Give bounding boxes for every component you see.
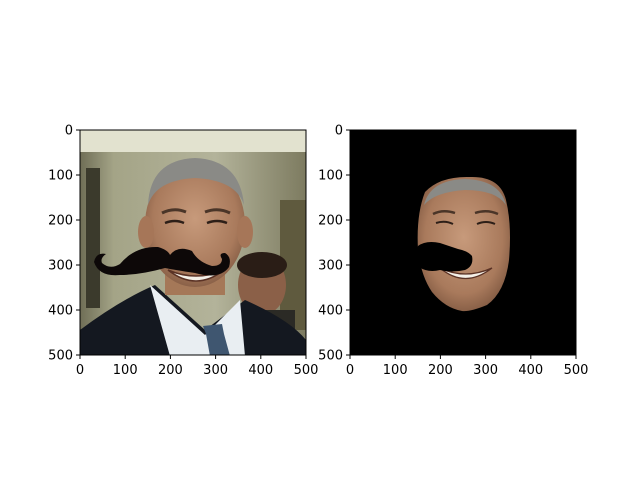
right-axes-frame xyxy=(349,129,577,356)
left-x-tick-label: 300 xyxy=(203,363,228,378)
right-y-tick-label: 0 xyxy=(335,124,343,139)
right-y-tick-label: 400 xyxy=(318,304,343,319)
segmented-mustache xyxy=(415,242,473,272)
left-x-tick-label: 400 xyxy=(248,363,273,378)
left-x-tick-label: 500 xyxy=(294,363,319,378)
eyes xyxy=(164,219,228,225)
right-x-tick-label: 400 xyxy=(518,363,543,378)
right-x-tick-label: 300 xyxy=(473,363,498,378)
right-y-tick-label: 500 xyxy=(318,349,343,364)
eyebrows xyxy=(161,208,231,215)
right-x-tick-label: 200 xyxy=(428,363,453,378)
right-y-tick-label: 300 xyxy=(318,259,343,274)
mustache-overlay xyxy=(94,246,230,276)
segmented-mouth xyxy=(439,267,493,280)
left-axes-frame xyxy=(79,129,307,356)
segmented-eyes xyxy=(435,220,496,225)
left-x-tick-label: 0 xyxy=(76,363,84,378)
left-x-tick-label: 200 xyxy=(158,363,183,378)
left-y-tick-label: 100 xyxy=(48,169,73,184)
right-ear xyxy=(237,216,253,248)
necktie xyxy=(203,324,230,355)
left-y-tick-label: 200 xyxy=(48,214,73,229)
right-x-tick-label: 0 xyxy=(346,363,354,378)
left-y-tick-label: 0 xyxy=(65,124,73,139)
hair xyxy=(148,158,244,205)
background-door-frame xyxy=(86,168,100,308)
right-y-tick-label: 200 xyxy=(318,214,343,229)
left-y-tick-label: 500 xyxy=(48,349,73,364)
background-wall-panel xyxy=(80,130,306,152)
right-y-tick-label: 100 xyxy=(318,169,343,184)
segmented-hair xyxy=(424,179,506,205)
segmented-eyebrows xyxy=(432,210,499,216)
right-x-tick-label: 500 xyxy=(564,363,589,378)
background-person-hair xyxy=(237,252,287,278)
left-photo xyxy=(80,130,306,355)
suit-jacket xyxy=(80,285,306,355)
right-image xyxy=(350,130,576,355)
right-x-tick-label: 100 xyxy=(383,363,408,378)
left-y-tick-label: 300 xyxy=(48,259,73,274)
left-y-tick-label: 400 xyxy=(48,304,73,319)
left-ear xyxy=(138,216,154,248)
left-x-tick-label: 100 xyxy=(113,363,138,378)
